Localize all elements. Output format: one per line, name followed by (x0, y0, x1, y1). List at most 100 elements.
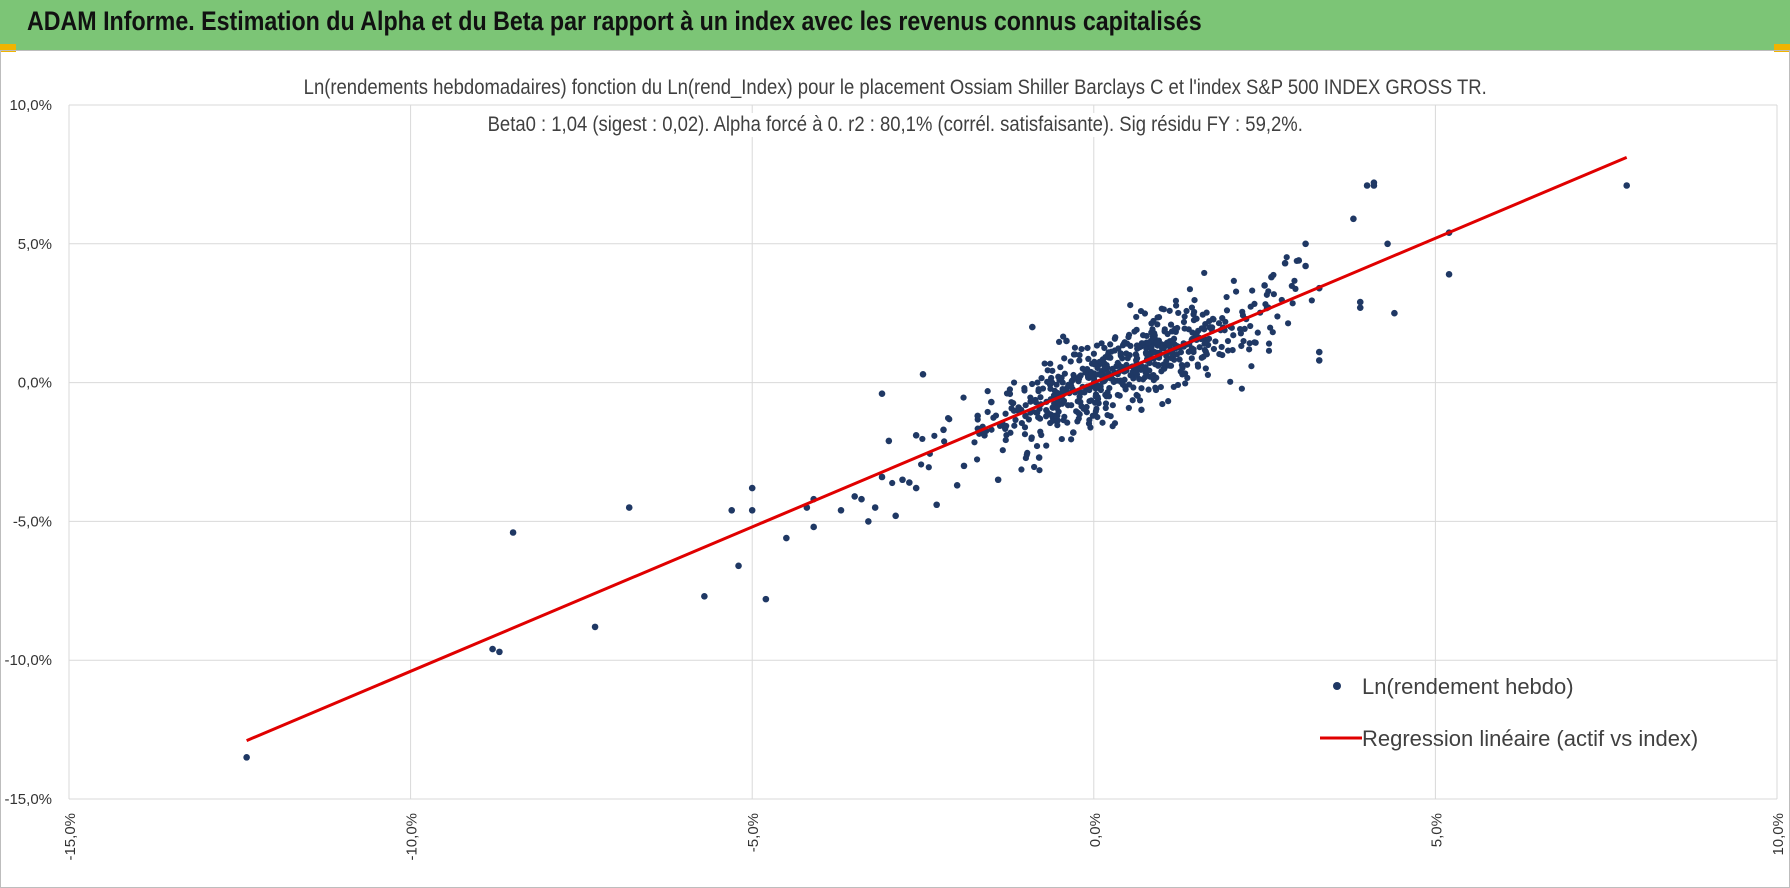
data-point (1072, 351, 1079, 358)
data-point (1124, 355, 1131, 362)
data-point (1057, 364, 1064, 371)
data-point (994, 476, 1002, 484)
data-point (919, 435, 926, 443)
regression-line (246, 156, 1628, 742)
data-point (1169, 350, 1177, 358)
data-point (748, 506, 756, 514)
x-tick-label: -10,0% (404, 813, 421, 861)
data-point (1184, 374, 1191, 381)
data-point (1056, 376, 1063, 383)
data-point (878, 473, 886, 481)
data-point (1024, 449, 1031, 457)
data-point (1284, 320, 1292, 327)
data-point (1241, 325, 1248, 332)
data-point (1261, 282, 1268, 289)
data-point (973, 456, 981, 463)
data-point (1052, 412, 1060, 419)
data-point (1232, 288, 1240, 295)
data-point (1240, 337, 1247, 345)
data-point (1064, 419, 1071, 426)
legend-label-points: Ln(rendement hebdo) (1362, 674, 1574, 699)
data-point (1132, 369, 1140, 376)
data-point (1191, 297, 1198, 304)
data-point (1198, 354, 1205, 361)
data-point (1166, 307, 1173, 314)
data-point (1127, 301, 1134, 309)
data-point (783, 534, 790, 542)
data-point (1061, 355, 1068, 362)
data-point (1238, 385, 1245, 392)
data-point (1027, 394, 1034, 401)
data-point (1133, 313, 1140, 321)
data-point (1086, 416, 1093, 424)
data-point (1035, 454, 1043, 461)
data-point (1212, 338, 1219, 345)
data-point (1201, 269, 1208, 277)
data-point (1104, 411, 1111, 419)
data-point (1203, 309, 1210, 316)
data-point (1356, 298, 1364, 306)
data-point (1137, 366, 1145, 373)
data-point (1125, 404, 1132, 412)
legend: Ln(rendement hebdo) Regression linéaire … (1320, 674, 1698, 751)
data-point (1188, 355, 1195, 362)
data-point (1249, 287, 1256, 294)
y-axis-ticks: 10,0% 5,0% 0,0% -5,0% -10,0% -15,0% (4, 97, 52, 808)
data-point (1032, 399, 1040, 406)
data-point (1082, 369, 1089, 376)
data-point (509, 529, 517, 536)
data-point (1218, 343, 1225, 351)
data-point (1033, 442, 1041, 450)
data-point (1167, 321, 1175, 328)
data-point (892, 512, 899, 520)
data-point (1293, 257, 1300, 265)
report-header: ADAM Informe. Estimation du Alpha et du … (0, 0, 1790, 50)
x-tick-label: 0,0% (1087, 813, 1104, 847)
data-point (1018, 420, 1025, 427)
data-point (1148, 320, 1155, 327)
data-point (1136, 397, 1144, 404)
chart-title-line1-text: Ln(rendements hebdomadaires) fonction du… (298, 76, 1492, 100)
data-point (1125, 333, 1132, 341)
data-point (1302, 262, 1309, 270)
data-point (1038, 375, 1045, 382)
data-point (1070, 429, 1077, 436)
x-tick-label: 5,0% (1428, 813, 1445, 847)
data-point (1047, 385, 1054, 392)
data-point (984, 388, 991, 395)
data-point (1270, 271, 1277, 279)
data-point (1116, 392, 1123, 399)
data-point (1202, 365, 1209, 372)
data-point (1623, 182, 1630, 189)
data-point (810, 523, 817, 531)
data-point (1143, 332, 1150, 340)
data-point (1237, 325, 1244, 333)
data-point (1084, 344, 1091, 352)
data-point (1148, 373, 1156, 380)
data-point (1263, 291, 1270, 298)
data-point (1205, 335, 1213, 342)
data-point (1068, 383, 1075, 390)
data-point (1152, 386, 1160, 394)
data-point (1049, 367, 1056, 374)
data-point (889, 479, 896, 487)
data-point (1145, 386, 1152, 393)
data-point (1159, 400, 1166, 408)
data-point (1193, 330, 1200, 337)
data-point (1002, 436, 1009, 444)
data-point (1044, 367, 1051, 374)
data-point (1101, 344, 1108, 352)
data-point (1091, 412, 1099, 419)
data-point (1077, 372, 1084, 379)
data-point (1074, 398, 1081, 405)
data-point (1061, 413, 1068, 420)
data-point (1007, 429, 1014, 436)
data-points (243, 179, 1630, 761)
data-point (1247, 303, 1254, 310)
data-point (1239, 308, 1246, 315)
data-point (1092, 393, 1099, 400)
data-point (1230, 277, 1237, 284)
data-point (1246, 346, 1253, 353)
data-point (1203, 351, 1210, 358)
data-point (1288, 282, 1295, 290)
